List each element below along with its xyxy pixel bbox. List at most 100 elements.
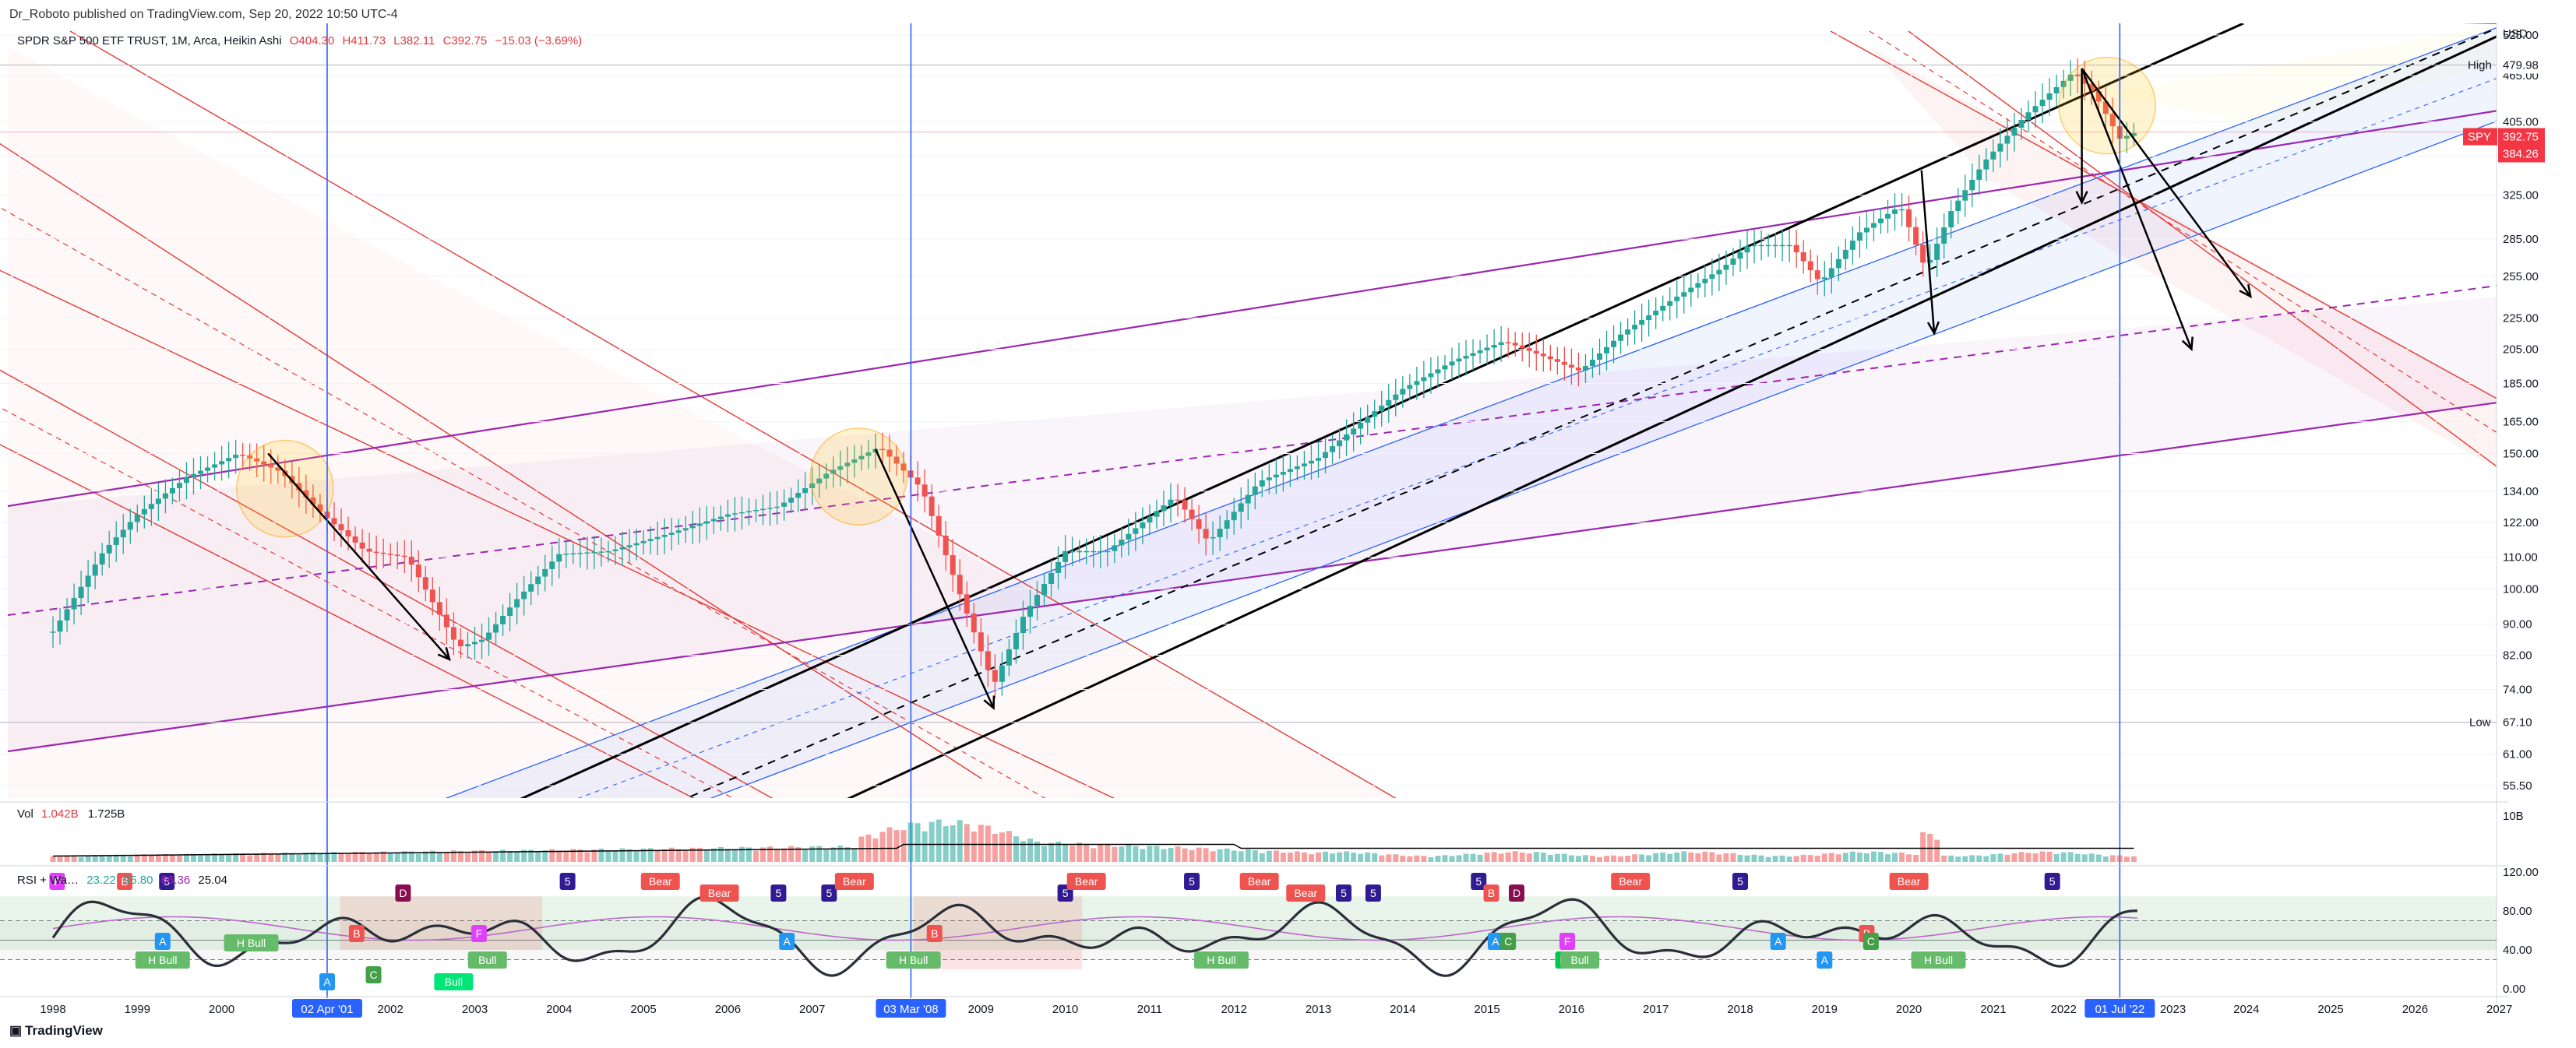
volume-bar [724,849,731,862]
volume-bar [296,854,302,862]
rsi-signal-label: A [1821,954,1829,966]
volume-bar [127,856,133,862]
candle-body [1821,277,1827,280]
candle-body [176,483,182,488]
volume-bar [682,850,689,862]
volume-bar [1147,846,1153,862]
candle-body [2046,93,2053,100]
volume-bar [710,848,717,862]
candle-body [823,473,830,479]
candle-body [1273,474,1279,478]
price-axis[interactable]: 55.50 61.00 67.10 74.00 82.00 90.00 100.00 110.… [2496,23,2539,1004]
volume-bar [50,856,56,862]
volume-bar [261,853,267,862]
volume-legend[interactable]: Vol 1.042B 1.725B [17,807,125,821]
candle-body [2081,76,2088,84]
volume-bar [1112,846,1118,862]
candle-body [1091,550,1097,553]
candle-body [1344,434,1350,441]
time-marker-bg [876,999,946,1018]
candle-body [1702,279,1708,283]
volume-axis-label: 10B [2503,810,2524,823]
purple-channel-fill [8,297,2497,751]
rsi-signal-badge [926,925,943,942]
candle-body [394,554,400,556]
volume-bar [914,823,921,862]
candle-body [1597,353,1602,360]
candle-body [535,576,541,585]
volume-bar [2109,855,2116,862]
time-axis[interactable]: 1998 1999 2000 02 Apr '01 2002 2003 2004 2005 20… [40,999,2512,1018]
volume-bar [1449,856,1455,862]
candle-body [893,456,900,464]
candle-body [1646,315,1652,321]
volume-bar [2102,856,2109,862]
volume-bar [1070,845,1076,862]
candle-body [1470,353,1476,357]
volume-bar [1055,841,1062,862]
rsi-signal-label: 5 [1370,887,1376,899]
candle-body [1323,452,1329,459]
rsi-signal-label: Bear [1619,875,1642,888]
volume-bar [1632,854,1638,862]
volume-bar [401,851,407,862]
candle-body [978,632,984,652]
time-tick-label: 2007 [799,1003,825,1016]
candle-body [1147,516,1153,523]
volume-bar [2039,851,2046,862]
rsi-signal-badge [135,951,190,969]
volume-bar [696,847,703,862]
price-gridlines [0,34,2497,786]
candle-body [1758,244,1764,247]
volume-bar [1681,851,1687,862]
candle-body [1561,361,1567,365]
rsi-signal-label: Bear [1294,887,1317,899]
volume-bar [1259,853,1265,862]
candle-body [500,615,506,624]
volume-bar [858,836,865,862]
volume-bar [577,849,583,862]
candle-body [219,461,225,465]
volume-bar [964,824,970,862]
volume-bar [1098,844,1104,862]
volume-bar [78,856,84,862]
volume-bar [198,855,204,862]
arrow-line [2081,68,2252,297]
last-price-value-bg [2498,128,2545,146]
candle-body [1259,480,1265,487]
candle-body [1351,428,1357,435]
volume-bar [2123,856,2130,862]
volume-bar [1934,839,1940,862]
candle-body [268,464,274,468]
high-value-bg [2498,56,2545,74]
symbol-legend[interactable]: SPDR S&P 500 ETF TRUST, 1M, Arca, Heikin… [17,34,587,47]
candle-body [50,631,56,633]
volume-bar [1182,848,1188,862]
tradingview-footer[interactable]: ▣ TradingView [9,1023,103,1039]
rsi-signal-badge [1611,873,1651,890]
candle-body [992,670,998,682]
price-tick-label: 61.00 [2503,747,2532,761]
volume-bar [1540,853,1546,862]
time-tick-label: 2020 [1896,1003,1922,1016]
volume-bar [809,846,816,862]
volume-bar [893,830,900,862]
volume-bar [605,850,611,862]
volume-bar [1730,853,1736,862]
rsi-signal-label: B [353,927,360,940]
arrow-head [437,647,451,661]
rsi-legend[interactable]: RSI + Wa… 23.22 95.80 66.36 25.04 [17,874,232,887]
candle-body [1182,500,1188,510]
symbol-name: SPDR S&P 500 ETF TRUST, 1M, Arca, Heikin… [17,34,282,47]
volume-bar [191,853,196,862]
volume-bar [1716,854,1722,862]
last-price-symbol: SPY [2468,131,2491,144]
candle-body [661,534,668,537]
rsi-axis[interactable]: 120.00 80.00 40.00 0.00 [2503,866,2539,996]
volume-bar [1870,851,1876,862]
candle-body [233,455,239,459]
rsi-signal-badge [834,873,874,890]
volume-bar [1470,853,1476,862]
candle-body [1653,310,1659,315]
